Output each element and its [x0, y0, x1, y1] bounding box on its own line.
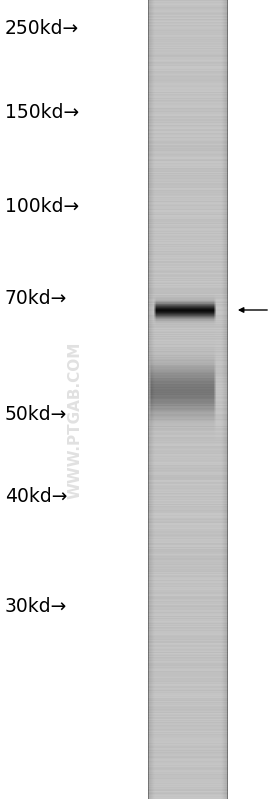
- Text: 250kd→: 250kd→: [5, 18, 79, 38]
- Text: 70kd→: 70kd→: [5, 288, 67, 308]
- Text: 30kd→: 30kd→: [5, 598, 67, 617]
- Text: 150kd→: 150kd→: [5, 102, 79, 121]
- Text: WWW.PTGAB.COM: WWW.PTGAB.COM: [67, 341, 83, 499]
- Text: 100kd→: 100kd→: [5, 197, 79, 217]
- Text: 50kd→: 50kd→: [5, 406, 67, 424]
- Text: 40kd→: 40kd→: [5, 487, 67, 507]
